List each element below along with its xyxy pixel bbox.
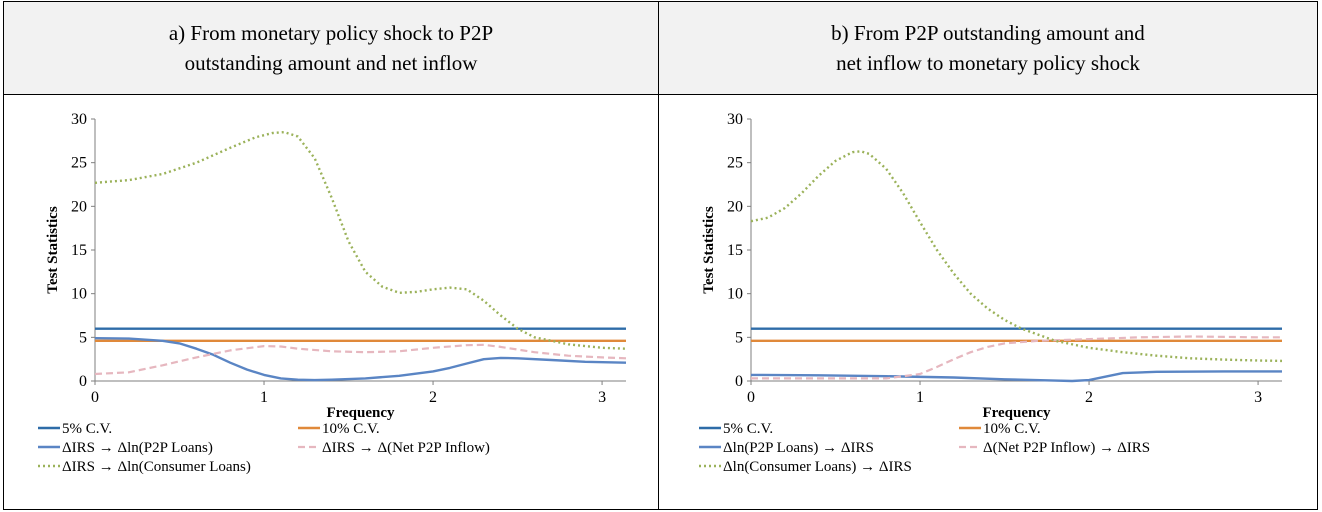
y-axis-label: Test Statistics <box>45 206 61 294</box>
legend-label-2: Δln(P2P Loans) → ΔIRS <box>723 440 874 456</box>
legend-label-1: 10% C.V. <box>322 421 380 437</box>
panel-a-header: a) From monetary policy shock to P2P out… <box>4 2 658 95</box>
chart-b: 0 5 10 15 20 25 30 0 1 2 3 Frequency Test Statistics… <box>699 111 1283 475</box>
y-axis-label: Test Statistics <box>701 206 717 294</box>
y-tick-label: 20 <box>71 198 87 215</box>
y-tick-label: 15 <box>727 242 743 259</box>
x-tick-label: 3 <box>598 389 606 406</box>
x-tick-label: 1 <box>260 389 268 406</box>
x-tick-label: 0 <box>91 389 99 406</box>
series-line-2 <box>750 370 1282 383</box>
legend-label-4: ΔIRS → Δln(Consumer Loans) <box>62 459 251 475</box>
series-line-2 <box>94 337 627 382</box>
legend-label-0: 5% C.V. <box>723 421 773 437</box>
legend-label-0: 5% C.V. <box>62 421 112 437</box>
x-tick-label: 0 <box>747 389 755 406</box>
y-tick-label: 30 <box>727 111 743 128</box>
y-tick-label: 0 <box>79 373 87 390</box>
series-line-3 <box>94 343 627 376</box>
y-tick-label: 20 <box>727 198 743 215</box>
y-tick-label: 10 <box>727 286 743 303</box>
x-axis-label: Frequency <box>326 405 395 421</box>
panel-divider <box>658 2 659 509</box>
y-tick-label: 30 <box>71 111 87 128</box>
legend-label-3: ΔIRS → Δ(Net P2P Inflow) <box>322 440 490 456</box>
legend-label-1: 10% C.V. <box>983 421 1041 437</box>
legend-label-2: ΔIRS → Δln(P2P Loans) <box>62 440 213 456</box>
y-tick-label: 5 <box>735 329 743 346</box>
y-tick-label: 25 <box>727 155 743 172</box>
chart-a: 0 5 10 15 20 25 30 0 1 2 3 Frequency Test Statistics… <box>38 111 627 475</box>
x-tick-label: 1 <box>916 389 924 406</box>
legend-label-4: Δln(Consumer Loans) → ΔIRS <box>723 459 912 475</box>
y-tick-label: 25 <box>71 155 87 172</box>
series-line-4 <box>94 130 627 350</box>
y-tick-label: 15 <box>71 242 87 259</box>
x-axis-label: Frequency <box>982 405 1051 421</box>
panel-a-title: a) From monetary policy shock to P2P out… <box>168 21 494 75</box>
y-tick-label: 10 <box>71 286 87 303</box>
panel-b-header: b) From P2P outstanding amount and net i… <box>659 2 1317 95</box>
series-line-4 <box>750 150 1283 363</box>
x-tick-label: 2 <box>1085 389 1093 406</box>
figure-table: a) From monetary policy shock to P2P out… <box>3 1 1318 510</box>
y-tick-label: 0 <box>735 373 743 390</box>
legend-label-3: Δ(Net P2P Inflow) → ΔIRS <box>983 440 1150 456</box>
y-tick-label: 5 <box>79 329 87 346</box>
series-line-3 <box>751 335 1282 380</box>
x-tick-label: 2 <box>429 389 437 406</box>
panel-b-title: b) From P2P outstanding amount and net i… <box>831 21 1145 75</box>
x-tick-label: 3 <box>1254 389 1262 406</box>
